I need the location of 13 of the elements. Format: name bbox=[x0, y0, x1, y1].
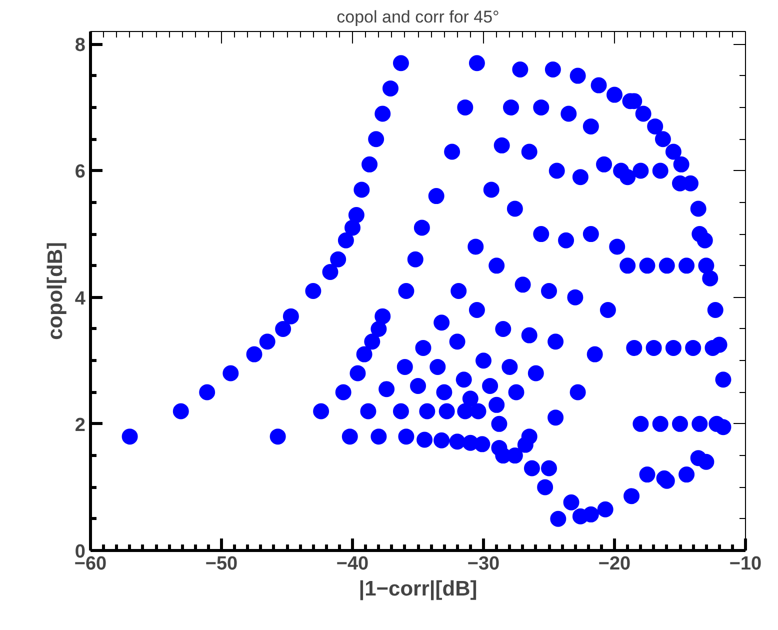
x-tick-label: −10 bbox=[729, 554, 762, 574]
x-tick-label: −40 bbox=[336, 554, 369, 574]
x-tick-label: −20 bbox=[598, 554, 631, 574]
y-tick-label: 4 bbox=[74, 288, 86, 310]
y-axis-title: copol[dB] bbox=[44, 242, 67, 340]
x-tick-label: −30 bbox=[467, 554, 500, 574]
x-tick-label: −50 bbox=[205, 554, 238, 574]
y-tick-label: 6 bbox=[74, 162, 86, 183]
x-axis-title: |1−corr|[dB] bbox=[358, 578, 478, 600]
chart-title: copol and corr for 45° bbox=[336, 8, 500, 26]
y-tick-label: 0 bbox=[74, 542, 86, 562]
y-tick-label: 2 bbox=[74, 414, 86, 436]
y-tick-label: 8 bbox=[74, 35, 86, 56]
